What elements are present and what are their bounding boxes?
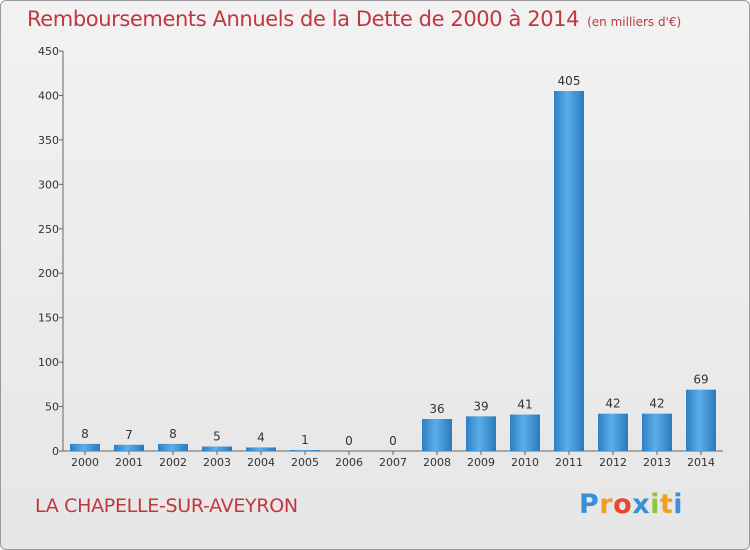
value-label-2002: 8 (169, 427, 177, 441)
x-tick-label: 2000 (71, 456, 99, 469)
value-label-2014: 69 (693, 373, 708, 387)
x-tick-label: 2008 (423, 456, 451, 469)
value-label-2010: 41 (517, 398, 532, 412)
value-label-2009: 39 (473, 399, 488, 413)
logo-letter: r (599, 489, 614, 520)
logo-letter: t (659, 489, 674, 520)
bar-2004 (246, 447, 276, 451)
bar-2002 (158, 443, 188, 451)
bar-2000 (70, 443, 100, 451)
value-label-2003: 5 (213, 430, 221, 444)
x-tick-label: 2007 (379, 456, 407, 469)
y-tick-label: 200 (38, 267, 59, 280)
unit-note: (en milliers d'€) (587, 15, 682, 29)
value-label-2013: 42 (649, 397, 664, 411)
x-tick-label: 2006 (335, 456, 363, 469)
value-label-2012: 42 (605, 397, 620, 411)
x-tick-label: 2002 (159, 456, 187, 469)
logo-letter: x (632, 489, 651, 520)
title-text: Remboursements Annuels de la Dette de 20… (27, 7, 580, 31)
bar-2008 (422, 419, 452, 451)
value-label-2000: 8 (81, 427, 89, 441)
value-label-2001: 7 (125, 428, 133, 442)
logo-letter: i (650, 489, 660, 520)
logo-letter: i (673, 489, 684, 520)
x-tick-label: 2004 (247, 456, 275, 469)
chart-title: Remboursements Annuels de la Dette de 20… (27, 7, 681, 31)
y-tick-label: 350 (38, 134, 59, 147)
y-axis: 0 50 100 150 200 250 300 350 400 450 (38, 45, 64, 458)
x-tick-label: 2010 (511, 456, 539, 469)
bar-2005 (290, 450, 320, 451)
x-tick-label: 2011 (555, 456, 583, 469)
value-label-2011: 405 (558, 74, 581, 88)
x-tick-label: 2001 (115, 456, 143, 469)
bar-2011 (554, 91, 584, 451)
commune-name: LA CHAPELLE-SUR-AVEYRON (35, 495, 298, 517)
value-label-2006: 0 (345, 434, 353, 448)
bar-2009 (466, 416, 496, 451)
y-tick-label: 300 (38, 178, 59, 191)
x-axis: 2000 2001 2002 2003 2004 2005 2006 2007 2008 2009… (63, 450, 723, 469)
proxiti-logo: Proxiti (579, 489, 683, 520)
value-label-2007: 0 (389, 434, 397, 448)
x-tick-label: 2014 (687, 456, 715, 469)
value-label-2004: 4 (257, 430, 265, 444)
bar-2003 (202, 446, 232, 451)
x-tick-label: 2003 (203, 456, 231, 469)
bar-2012 (598, 413, 628, 451)
y-tick-label: 400 (38, 89, 59, 102)
value-label-2008: 36 (429, 402, 444, 416)
x-tick-label: 2013 (643, 456, 671, 469)
y-tick-label: 250 (38, 223, 59, 236)
y-tick-label: 100 (38, 356, 59, 369)
bar-2010 (510, 414, 540, 451)
bar-2013 (642, 413, 672, 451)
y-tick-label: 450 (38, 45, 59, 58)
bar-2014 (686, 389, 716, 451)
y-tick-label: 150 (38, 312, 59, 325)
value-label-2005: 1 (301, 433, 309, 447)
x-tick-label: 2005 (291, 456, 319, 469)
logo-letter: o (613, 489, 633, 520)
y-tick-label: 50 (45, 401, 59, 414)
bars (70, 91, 716, 451)
x-tick-label: 2009 (467, 456, 495, 469)
y-tick-label: 0 (52, 445, 59, 458)
logo-letter: P (579, 489, 600, 520)
x-tick-label: 2012 (599, 456, 627, 469)
bar-2001 (114, 444, 144, 451)
